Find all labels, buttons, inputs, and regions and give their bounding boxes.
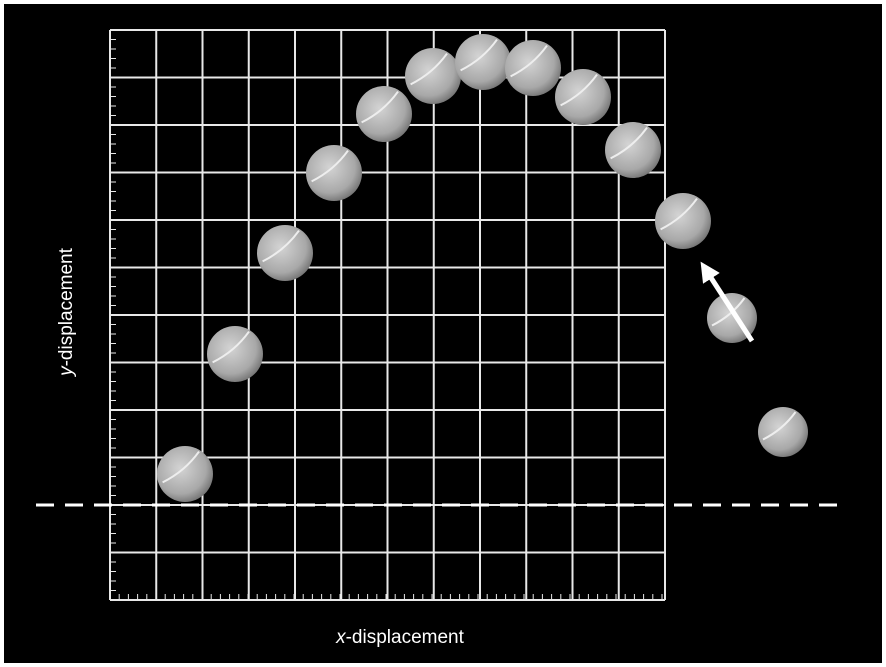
tennis-ball — [655, 193, 711, 249]
y-label-text: -displacement — [56, 247, 77, 366]
tennis-ball — [555, 69, 611, 125]
tennis-ball — [257, 225, 313, 281]
tennis-ball — [605, 122, 661, 178]
tennis-ball — [455, 34, 511, 90]
tennis-ball — [157, 446, 213, 502]
tennis-ball — [306, 145, 362, 201]
y-axis-label: y-displacement — [56, 247, 77, 377]
tennis-ball — [356, 86, 412, 142]
x-axis-label: x-displacement — [335, 627, 464, 648]
page: y-displacement x-displacement (() => { c… — [0, 0, 886, 667]
tennis-ball — [405, 48, 461, 104]
x-label-text: -displacement — [346, 627, 465, 648]
strobe-photo: y-displacement x-displacement — [0, 0, 886, 667]
tennis-ball — [758, 407, 808, 457]
tennis-ball — [207, 326, 263, 382]
tennis-ball — [505, 40, 561, 96]
